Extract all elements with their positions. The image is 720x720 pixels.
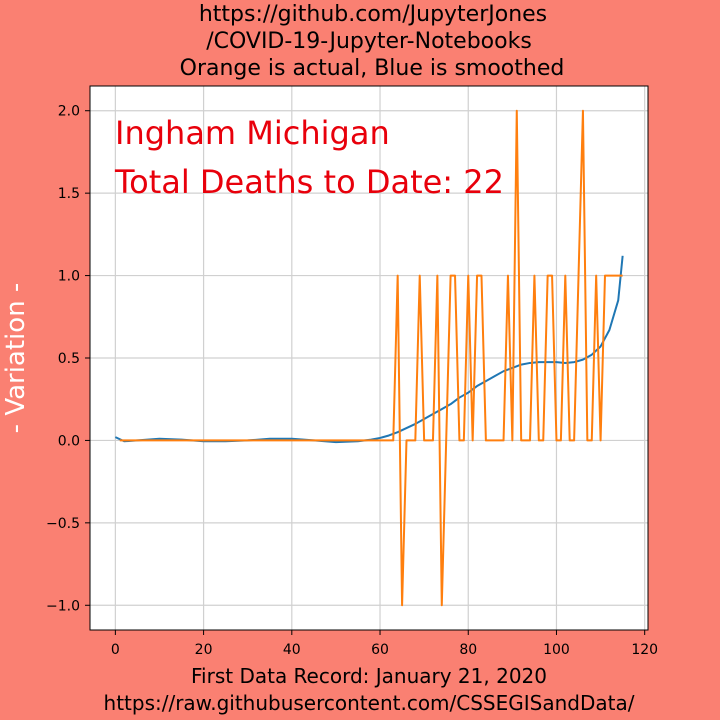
series-layer — [114, 109, 624, 607]
y-tick-label: 0.0 — [58, 433, 80, 449]
x-tick-label: 120 — [631, 642, 658, 658]
x-tick-label: 100 — [543, 642, 570, 658]
y-tick-label: 1.5 — [58, 186, 80, 202]
ticks: 0 20 40 60 80 100 120 −1.0 −0.5 0.0 0.5 1.0 1.5 2.0 — [46, 104, 658, 658]
x-tick-label: 80 — [459, 642, 477, 658]
actual-series-line — [119, 109, 623, 607]
source-url: https://raw.githubusercontent.com/CSSEGI… — [104, 691, 635, 715]
title-line-2: /COVID-19-Jupyter-Notebooks — [206, 29, 532, 54]
x-tick-label: 0 — [111, 642, 120, 658]
y-tick-label: 2.0 — [58, 104, 80, 120]
annotation-total-deaths: Total Deaths to Date: 22 — [114, 163, 504, 201]
title-line-3: Orange is actual, Blue is smoothed — [180, 56, 565, 81]
x-tick-label: 20 — [195, 642, 213, 658]
annotation-location: Ingham Michigan — [115, 114, 390, 152]
y-axis-label: - Variation - — [1, 283, 31, 434]
first-data-record: First Data Record: January 21, 2020 — [191, 664, 547, 688]
y-tick-label: 1.0 — [58, 269, 80, 285]
chart-title: https://github.com/JupyterJones /COVID-1… — [180, 2, 565, 81]
x-tick-label: 40 — [283, 642, 301, 658]
y-tick-label: −0.5 — [46, 516, 80, 532]
y-tick-label: −1.0 — [46, 598, 80, 614]
y-tick-label: 0.5 — [58, 351, 80, 367]
title-line-1: https://github.com/JupyterJones — [199, 2, 547, 27]
x-tick-label: 60 — [371, 642, 389, 658]
